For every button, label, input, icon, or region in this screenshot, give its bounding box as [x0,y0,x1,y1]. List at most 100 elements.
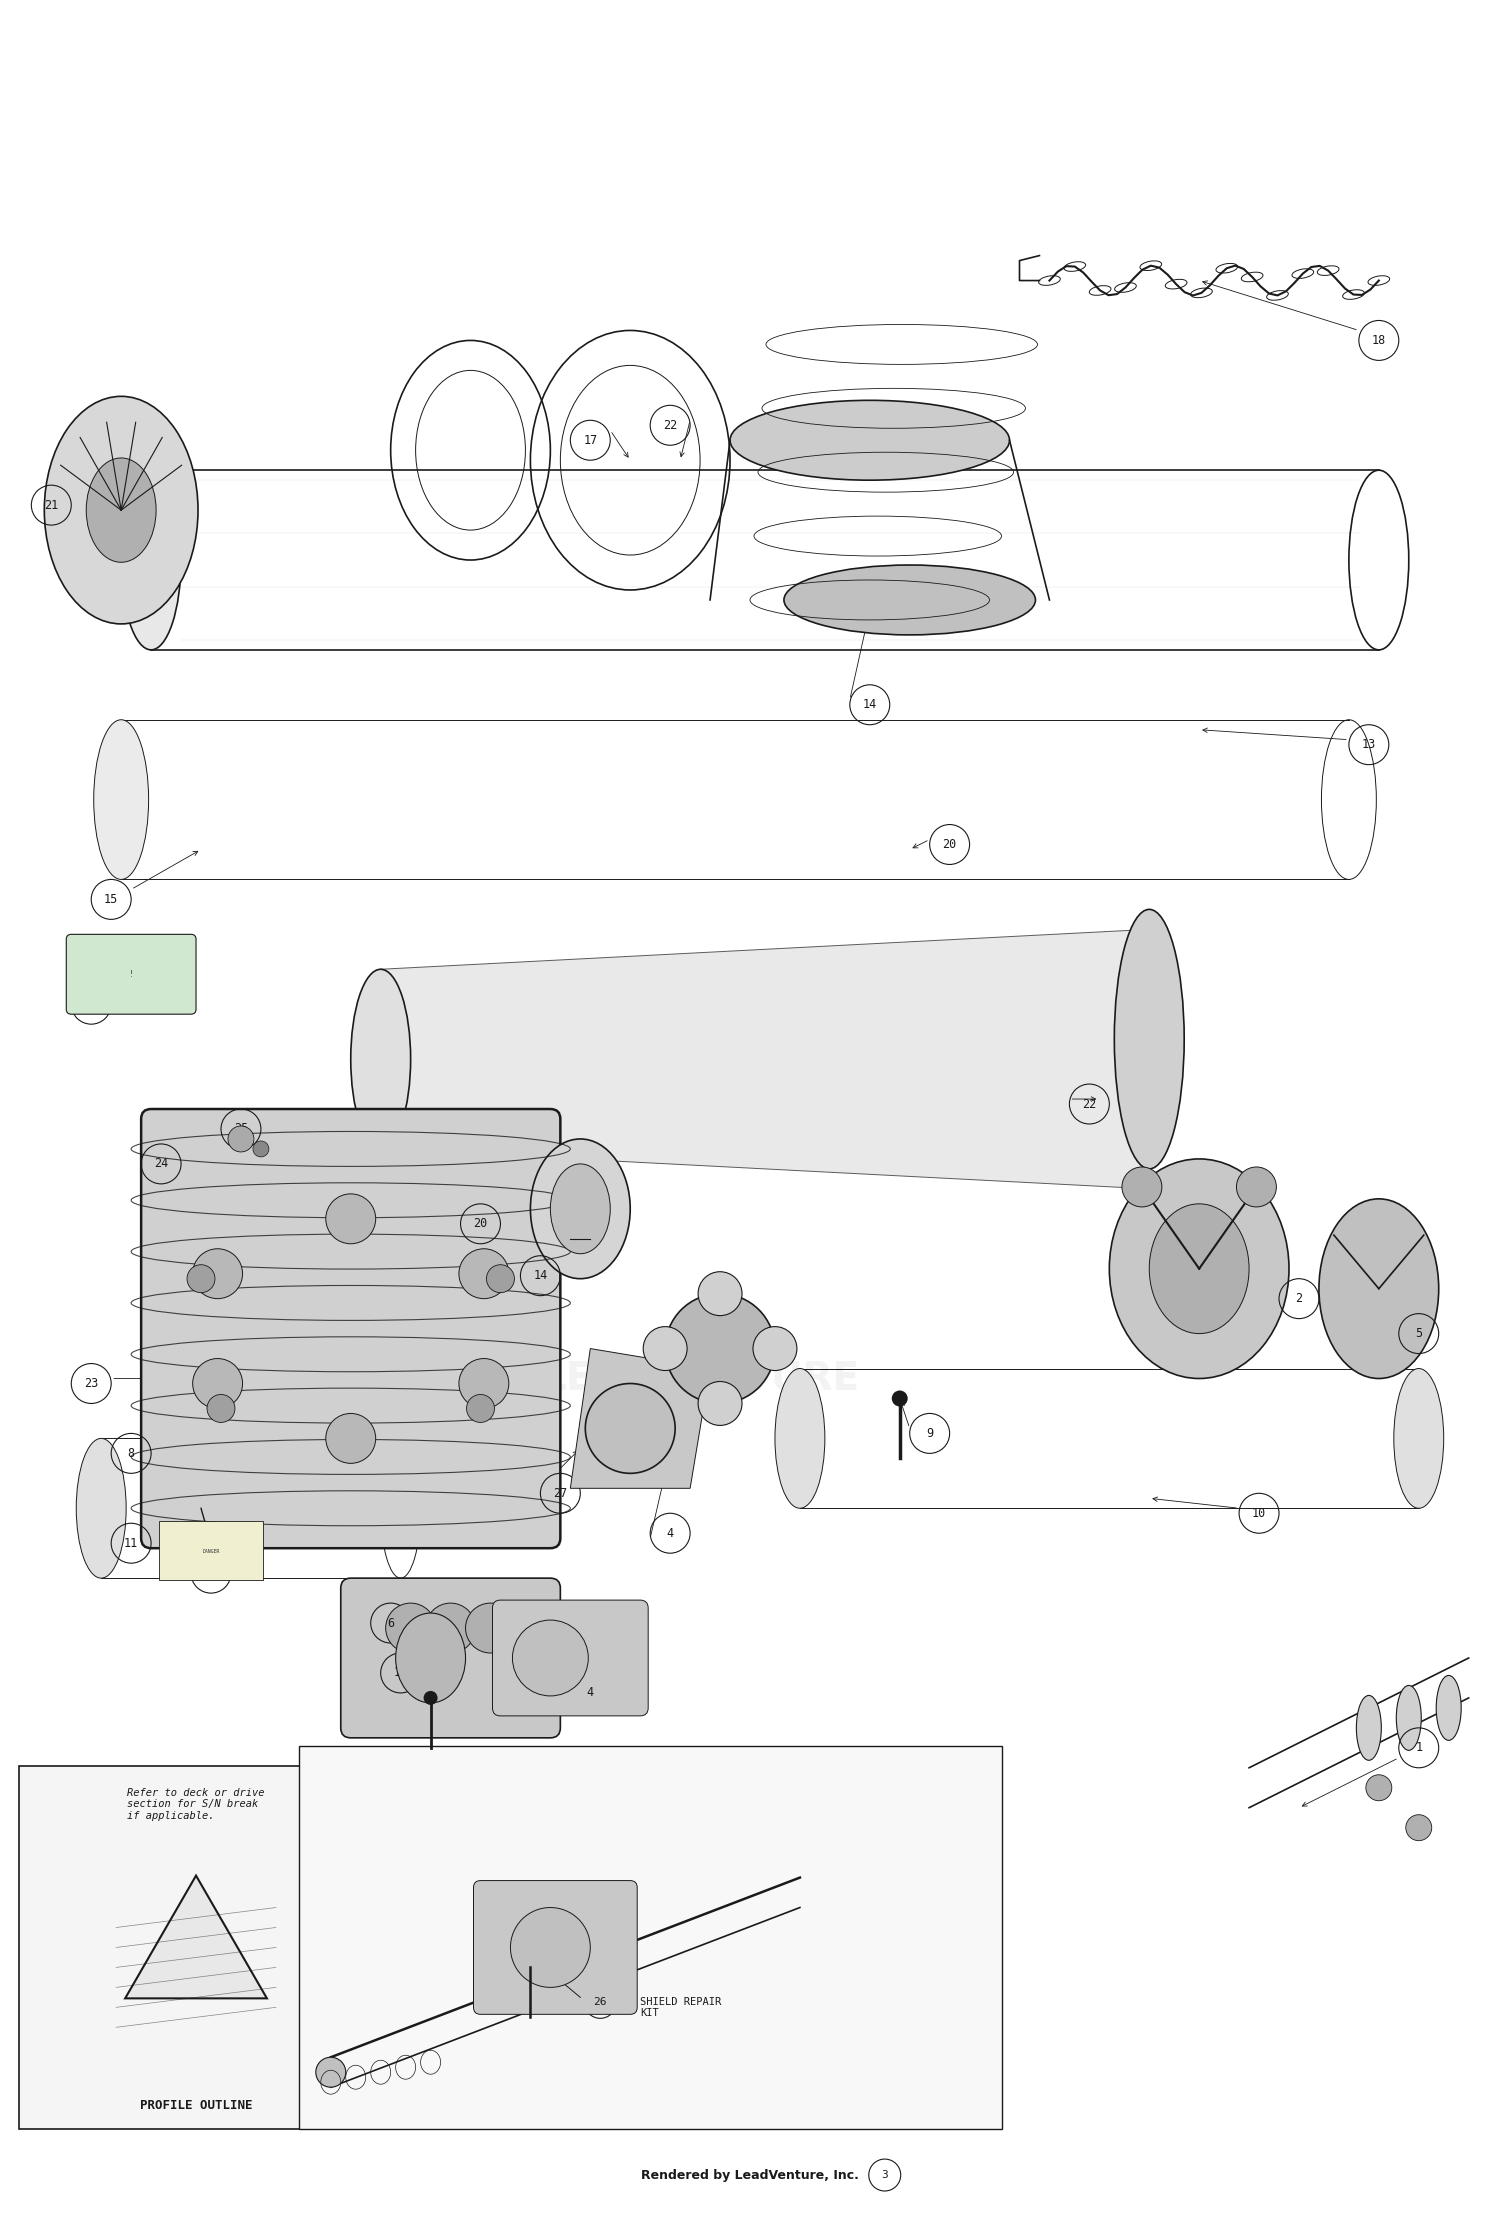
Circle shape [192,1357,243,1409]
Text: 18: 18 [1371,334,1386,348]
Text: 10: 10 [1252,1507,1266,1520]
Text: 7: 7 [717,1366,723,1380]
Text: 24: 24 [154,1157,168,1170]
Text: 20: 20 [474,1217,488,1230]
Text: 20: 20 [942,838,957,851]
Circle shape [664,1293,776,1404]
Polygon shape [570,1349,710,1489]
Ellipse shape [550,1164,610,1253]
Circle shape [228,1126,254,1152]
Text: LEADVENTURE: LEADVENTURE [542,1360,860,1398]
Text: 13: 13 [1362,738,1376,751]
Text: 27: 27 [534,1636,548,1649]
Text: 12: 12 [393,1667,408,1678]
Ellipse shape [396,1614,465,1703]
Ellipse shape [316,2057,345,2086]
Circle shape [486,1264,514,1293]
FancyBboxPatch shape [340,1578,561,1739]
Text: PROFILE OUTLINE: PROFILE OUTLINE [140,2100,252,2113]
Circle shape [326,1413,375,1464]
Circle shape [192,1248,243,1300]
Circle shape [1366,1774,1392,1801]
Ellipse shape [93,720,148,880]
Text: Rendered by LeadVenture, Inc.: Rendered by LeadVenture, Inc. [640,2169,860,2182]
Text: 2: 2 [1296,1293,1302,1306]
FancyBboxPatch shape [20,1765,372,2129]
Text: 26: 26 [594,1997,608,2008]
Circle shape [207,1395,236,1422]
Text: 6: 6 [387,1616,394,1629]
Ellipse shape [1114,909,1184,1168]
Text: 3: 3 [882,2171,888,2180]
Circle shape [513,1620,588,1696]
Ellipse shape [45,397,198,624]
FancyBboxPatch shape [298,1745,1002,2129]
Text: 9: 9 [926,1427,933,1440]
Circle shape [1406,1814,1431,1841]
Text: 25: 25 [234,1123,248,1135]
Circle shape [326,1195,375,1244]
Text: 17: 17 [584,435,597,446]
Circle shape [466,1395,495,1422]
Text: Refer to deck or drive
section for S/N break
if applicable.: Refer to deck or drive section for S/N b… [128,1788,266,1821]
Text: DANGER: DANGER [202,1549,219,1554]
Ellipse shape [776,1369,825,1509]
FancyBboxPatch shape [141,1110,561,1549]
Text: 21: 21 [44,499,58,513]
Ellipse shape [1394,1369,1443,1509]
Text: !: ! [129,970,134,979]
Circle shape [254,1141,268,1157]
Circle shape [753,1326,796,1371]
Circle shape [891,1391,908,1406]
Ellipse shape [1436,1676,1461,1741]
Ellipse shape [122,470,182,651]
Text: 8: 8 [128,1447,135,1460]
Ellipse shape [1396,1685,1422,1750]
Ellipse shape [531,1139,630,1279]
Ellipse shape [86,457,156,562]
Polygon shape [124,1875,267,1999]
Circle shape [465,1603,516,1654]
Text: 11: 11 [124,1536,138,1549]
Text: 14: 14 [862,698,877,711]
Text: 22: 22 [663,419,678,432]
Ellipse shape [1318,1199,1438,1378]
Circle shape [1122,1168,1162,1206]
Circle shape [644,1326,687,1371]
Ellipse shape [730,401,1010,479]
Circle shape [426,1603,476,1654]
Text: 4: 4 [586,1687,594,1698]
Text: 15: 15 [104,894,118,905]
Ellipse shape [1356,1696,1382,1761]
Text: 16: 16 [84,999,99,1010]
Text: 22: 22 [1082,1097,1096,1110]
Ellipse shape [784,564,1035,635]
Text: SHIELD REPAIR
KIT: SHIELD REPAIR KIT [640,1997,722,2017]
Ellipse shape [1149,1204,1250,1333]
Text: 19: 19 [204,1567,218,1580]
Text: 5: 5 [1414,1326,1422,1340]
Ellipse shape [351,970,411,1148]
Text: 27: 27 [554,1487,567,1500]
Polygon shape [381,929,1149,1188]
Circle shape [459,1357,509,1409]
FancyBboxPatch shape [492,1600,648,1716]
Circle shape [698,1382,742,1424]
Circle shape [698,1273,742,1315]
Text: 14: 14 [534,1268,548,1282]
Circle shape [510,1908,591,1988]
Text: 1: 1 [1414,1741,1422,1754]
Ellipse shape [1110,1159,1288,1378]
Circle shape [386,1603,435,1654]
FancyBboxPatch shape [474,1881,638,2015]
Circle shape [585,1384,675,1473]
Text: 4: 4 [666,1527,674,1540]
Circle shape [423,1692,438,1705]
Text: 23: 23 [84,1378,99,1391]
FancyBboxPatch shape [66,934,196,1014]
Circle shape [459,1248,509,1300]
FancyBboxPatch shape [159,1520,262,1580]
Circle shape [1236,1168,1276,1206]
Ellipse shape [76,1438,126,1578]
Circle shape [188,1264,214,1293]
